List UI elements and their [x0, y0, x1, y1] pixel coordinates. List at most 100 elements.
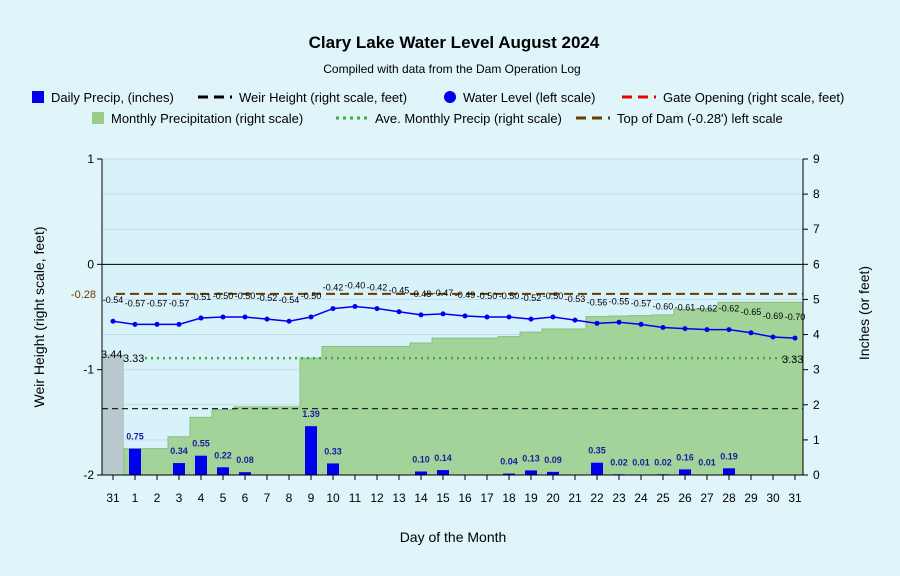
water-level-label: -0.51 — [191, 292, 212, 302]
precip-bar-label: 0.14 — [434, 453, 452, 463]
water-level-point — [572, 317, 578, 323]
water-level-point — [616, 319, 622, 325]
x-tick-label: 14 — [414, 491, 428, 505]
water-level-point — [418, 312, 424, 318]
y-axis-left-title: Weir Height (right scale, feet) — [31, 226, 47, 407]
legend-item: Daily Precip, (inches) — [32, 90, 174, 105]
x-tick-label: 12 — [370, 491, 384, 505]
water-level-label: -0.54 — [103, 295, 124, 305]
water-level-label: -0.50 — [235, 291, 256, 301]
water-level-label: -0.62 — [697, 304, 718, 314]
water-level-point — [550, 314, 556, 320]
monthly-precip-area — [123, 301, 804, 476]
precip-bar-label: 0.04 — [500, 457, 518, 467]
water-level-point — [484, 314, 490, 320]
precip-bar-label: 0.10 — [412, 454, 430, 464]
y-right-tick-label: 9 — [813, 152, 820, 166]
water-level-label: -0.45 — [389, 286, 410, 296]
x-tick-label: 5 — [220, 491, 227, 505]
legend-swatch — [444, 91, 456, 103]
y-right-tick-label: 3 — [813, 363, 820, 377]
x-tick-label: 9 — [308, 491, 315, 505]
y-left-tick-label: -2 — [83, 468, 94, 482]
water-level-point — [110, 318, 116, 324]
water-level-line — [112, 305, 796, 339]
water-level-label: -0.70 — [785, 312, 806, 322]
precip-bar — [305, 426, 317, 475]
water-level-point — [154, 321, 160, 327]
water-level-label: -0.61 — [675, 303, 696, 313]
water-level-point — [264, 316, 270, 322]
precip-bar — [195, 455, 207, 475]
x-tick-label: 28 — [722, 491, 736, 505]
x-tick-label: 20 — [546, 491, 560, 505]
legend: Daily Precip, (inches) Weir Height (right… — [32, 90, 844, 126]
precip-bar-label: 0.08 — [236, 455, 254, 465]
x-tick-label: 7 — [264, 491, 271, 505]
water-level-label: -0.56 — [587, 297, 608, 307]
x-tick-label: 15 — [436, 491, 450, 505]
water-level-label: -0.47 — [433, 288, 454, 298]
water-level-label: -0.65 — [741, 307, 762, 317]
water-level-label: -0.53 — [565, 294, 586, 304]
precip-bar — [547, 471, 559, 475]
water-level-point — [748, 330, 754, 336]
precip-bar-label: 0.19 — [720, 451, 738, 461]
water-level-point — [308, 314, 314, 320]
water-level-point — [506, 314, 512, 320]
water-level-point — [638, 321, 644, 327]
precip-bar-label: 0.16 — [676, 452, 694, 462]
precip-bar — [327, 463, 339, 475]
x-tick-label: 23 — [612, 491, 626, 505]
legend-label: Weir Height (right scale, feet) — [239, 90, 407, 105]
precip-bar-label: 0.01 — [632, 458, 650, 468]
water-level-label: -0.57 — [125, 298, 146, 308]
precip-bar-label: 0.02 — [610, 457, 628, 467]
precip-bar — [217, 467, 229, 475]
x-tick-label: 8 — [286, 491, 293, 505]
monthly-precip-series — [102, 301, 804, 476]
water-level-point — [792, 335, 798, 341]
legend-label: Ave. Monthly Precip (right scale) — [375, 111, 562, 126]
x-tick-label: 29 — [744, 491, 758, 505]
water-level-label: -0.69 — [763, 311, 784, 321]
precip-bar — [591, 462, 603, 475]
water-level-point — [396, 309, 402, 315]
legend-label: Water Level (left scale) — [463, 90, 595, 105]
legend-label: Monthly Precipitation (right scale) — [111, 111, 303, 126]
precip-bar-label: 0.02 — [654, 457, 672, 467]
water-level-label: -0.40 — [345, 280, 366, 290]
water-level-label: -0.42 — [323, 283, 344, 293]
legend-swatch — [92, 112, 104, 124]
water-level-point — [242, 314, 248, 320]
legend-item: Gate Opening (right scale, feet) — [622, 90, 844, 105]
avg-precip-end-label: 3.33 — [782, 354, 803, 366]
y-right-tick-label: 8 — [813, 187, 820, 201]
water-level-label: -0.50 — [301, 291, 322, 301]
water-level-point — [726, 327, 732, 333]
precip-bar-label: 1.39 — [302, 409, 320, 419]
x-tick-label: 3 — [176, 491, 183, 505]
x-tick-label: 13 — [392, 491, 406, 505]
water-level-point — [704, 327, 710, 333]
chart-title: Clary Lake Water Level August 2024 — [309, 33, 600, 52]
x-tick-label: 17 — [480, 491, 494, 505]
legend-item: Weir Height (right scale, feet) — [198, 90, 407, 105]
water-level-point — [770, 334, 776, 340]
prev-month-precip — [102, 354, 124, 475]
precip-bar — [129, 448, 141, 475]
water-level-point — [176, 321, 182, 327]
legend-item: Water Level (left scale) — [444, 90, 595, 105]
chart-subtitle: Compiled with data from the Dam Operatio… — [323, 62, 580, 76]
precip-bar — [437, 470, 449, 475]
y-right-tick-label: 7 — [813, 222, 820, 236]
x-tick-label: 6 — [242, 491, 249, 505]
x-tick-label: 31 — [106, 491, 120, 505]
x-tick-label: 16 — [458, 491, 472, 505]
y-right-tick-label: 2 — [813, 398, 820, 412]
legend-swatch — [32, 91, 44, 103]
y-axis-right-title: Inches (or feet) — [856, 266, 872, 360]
x-axis-title: Day of the Month — [400, 529, 507, 545]
prev-month-precip-label: 3.44 — [101, 349, 122, 361]
precip-bar-label: 0.75 — [126, 432, 144, 442]
